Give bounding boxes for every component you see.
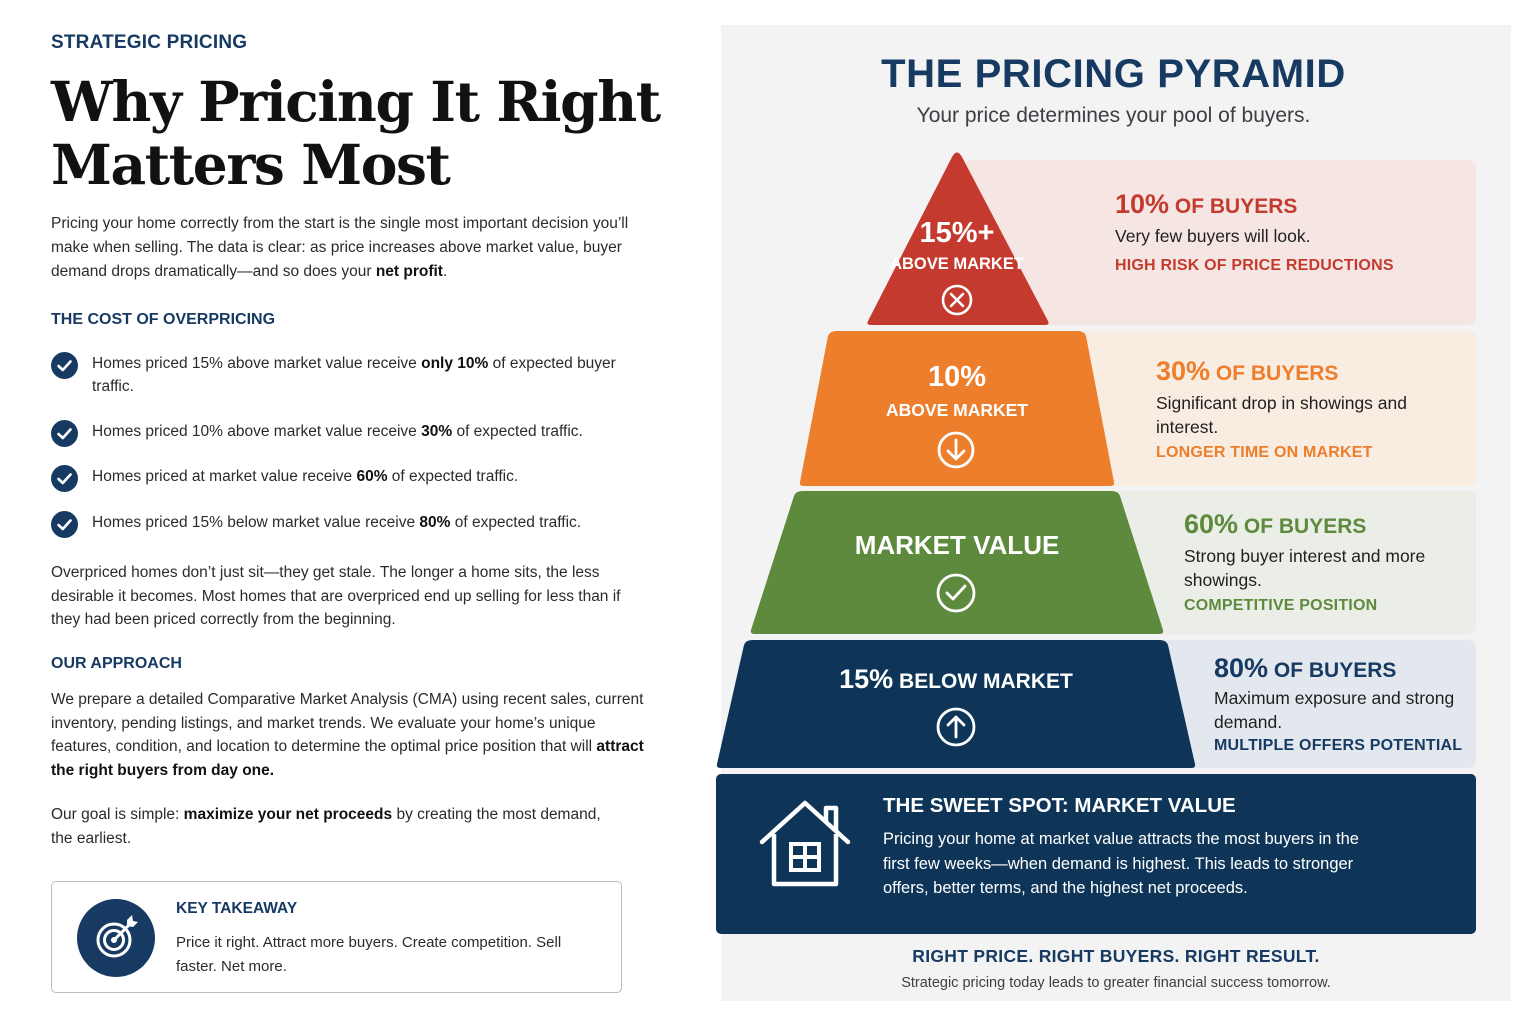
tier-2-label: 10% ABOVE MARKET xyxy=(857,360,1057,421)
tier-2-tag: LONGER TIME ON MARKET xyxy=(1156,444,1373,461)
tier-band-2 xyxy=(1040,331,1476,486)
check-text-part: of expected traffic. xyxy=(387,468,519,485)
check-text-part: Homes priced 15% below market value rece… xyxy=(92,514,420,531)
check-text-part: of expected traffic. xyxy=(450,514,582,531)
check-text-bold: only 10% xyxy=(421,355,489,372)
checkmark-icon xyxy=(51,420,78,447)
sweet-spot-text: Pricing your home at market value attrac… xyxy=(883,830,1359,897)
key-takeaway-box: KEY TAKEAWAY Price it right. Attract mor… xyxy=(51,881,622,993)
check-text: Homes priced 15% above market value rece… xyxy=(92,352,637,398)
check-text: Homes priced at market value receive 60%… xyxy=(92,465,637,488)
stale-paragraph: Overpriced homes don’t just sit—they get… xyxy=(51,564,621,628)
check-text-bold: 80% xyxy=(419,514,451,531)
check-text: Homes priced 10% above market value rece… xyxy=(92,420,637,443)
eyebrow-label: STRATEGIC PRICING xyxy=(51,32,248,53)
panel-title: THE PRICING PYRAMID xyxy=(881,52,1346,96)
tier-shape-1 xyxy=(867,152,1049,325)
intro-text: Pricing your home correctly from the sta… xyxy=(51,215,629,280)
tier-4-label-top: 15% xyxy=(839,664,894,694)
tier-2-percent: 30% OF BUYERS xyxy=(1156,356,1416,387)
check-circle-icon xyxy=(936,573,976,613)
sweet-spot-title: THE SWEET SPOT: MARKET VALUE xyxy=(883,794,1236,817)
intro-bold: net profit xyxy=(375,263,443,280)
tier-1-percent-value: 10% xyxy=(1115,189,1170,219)
goal-paragraph: Our goal is simple: maximize your net pr… xyxy=(51,803,611,850)
panel-subtitle: Your price determines your pool of buyer… xyxy=(916,104,1311,127)
arrow-down-circle-icon xyxy=(937,431,975,469)
arrow-up-circle-icon xyxy=(936,707,976,747)
tier-2-percent-suffix: OF BUYERS xyxy=(1210,362,1339,385)
check-text-part: Homes priced 10% above market value rece… xyxy=(92,423,422,440)
tier-2-desc: Significant drop in showings and interes… xyxy=(1156,393,1407,437)
check-text-part: Homes priced 15% above market value rece… xyxy=(92,355,422,372)
target-icon xyxy=(77,899,155,977)
approach-paragraph: We prepare a detailed Comparative Market… xyxy=(51,688,646,782)
check-text-bold: 60% xyxy=(356,468,388,485)
tier-4-tag: MULTIPLE OFFERS POTENTIAL xyxy=(1214,737,1463,754)
goal-text: Our goal is simple: xyxy=(51,806,184,823)
checkmark-icon xyxy=(51,465,78,492)
check-text-part: of expected buyer traffic. xyxy=(92,355,616,395)
tier-4-info: 80% OF BUYERS Maximum exposure and stron… xyxy=(1214,653,1469,755)
tier-1-info: 10% OF BUYERS Very few buyers will look.… xyxy=(1115,189,1465,275)
page-title-line-1: Why Pricing It Right xyxy=(51,69,661,134)
check-text-part: Homes priced at market value receive xyxy=(92,468,357,485)
tier-3-percent: 60% OF BUYERS xyxy=(1184,509,1434,540)
goal-bold: maximize your net proceeds xyxy=(183,806,393,823)
intro-end: . xyxy=(442,263,448,280)
tier-3-percent-suffix: OF BUYERS xyxy=(1238,515,1367,538)
check-text: Homes priced 15% below market value rece… xyxy=(92,511,637,534)
x-circle-icon xyxy=(941,284,973,316)
tier-1-percent: 10% OF BUYERS xyxy=(1115,189,1465,220)
tier-3-desc: Strong buyer interest and more showings. xyxy=(1184,546,1426,590)
tier-shape-4 xyxy=(716,640,1196,768)
tier-1-label: 15%+ ABOVE MARKET xyxy=(877,216,1037,274)
tier-band-1 xyxy=(965,160,1476,325)
tier-2-percent-value: 30% xyxy=(1156,356,1211,386)
takeaway-text: Price it right. Attract more buyers. Cre… xyxy=(176,934,562,975)
tier-4-percent-suffix: OF BUYERS xyxy=(1268,659,1397,682)
footer-subtitle: Strategic pricing today leads to greater… xyxy=(901,975,1331,991)
tier-2-label-bottom: ABOVE MARKET xyxy=(886,400,1028,420)
tier-4-percent: 80% OF BUYERS xyxy=(1214,653,1469,684)
tier-1-percent-suffix: OF BUYERS xyxy=(1169,195,1298,218)
tier-4-label: 15% BELOW MARKET xyxy=(806,664,1106,695)
approach-bold: attract the right buyers from day one. xyxy=(51,738,644,779)
goal-text-end: by creating the most demand, the earlies… xyxy=(51,806,601,847)
tier-3-tag: COMPETITIVE POSITION xyxy=(1184,597,1378,614)
cost-heading: THE COST OF OVERPRICING xyxy=(51,311,276,328)
approach-heading: OUR APPROACH xyxy=(51,655,182,672)
tier-2-info: 30% OF BUYERS Significant drop in showin… xyxy=(1156,356,1416,462)
check-text-part: of expected traffic. xyxy=(452,423,583,440)
check-text-bold: 30% xyxy=(421,423,453,440)
tier-4-percent-value: 80% xyxy=(1214,653,1269,683)
tier-4-label-bottom: BELOW MARKET xyxy=(893,670,1073,693)
tier-1-desc: Very few buyers will look. xyxy=(1115,226,1311,246)
tier-3-label: MARKET VALUE xyxy=(854,530,1060,560)
tier-4-desc: Maximum exposure and strong demand. xyxy=(1214,688,1455,732)
takeaway-title: KEY TAKEAWAY xyxy=(176,900,298,917)
tier-1-label-bottom: ABOVE MARKET xyxy=(890,255,1024,273)
sweet-spot-box: THE SWEET SPOT: MARKET VALUE Pricing you… xyxy=(716,774,1476,934)
tier-shape-3 xyxy=(750,491,1164,634)
tier-3-info: 60% OF BUYERS Strong buyer interest and … xyxy=(1184,509,1434,615)
tier-1-label-top: 15%+ xyxy=(919,217,995,249)
tier-shape-2 xyxy=(799,331,1115,486)
checkmark-icon xyxy=(51,352,78,379)
approach-text: We prepare a detailed Comparative Market… xyxy=(51,691,644,755)
tier-3-percent-value: 60% xyxy=(1184,509,1239,539)
tier-band-3 xyxy=(1110,491,1476,634)
checkmark-icon xyxy=(51,511,78,538)
footer-tagline: RIGHT PRICE. RIGHT BUYERS. RIGHT RESULT. xyxy=(912,946,1320,966)
tier-1-tag: HIGH RISK OF PRICE REDUCTIONS xyxy=(1115,257,1394,274)
tier-2-label-top: 10% xyxy=(927,361,987,393)
tier-band-4 xyxy=(1160,640,1476,768)
page-title-line-2: Matters Most xyxy=(51,132,451,197)
house-icon xyxy=(759,800,851,887)
intro-paragraph: Pricing your home correctly from the sta… xyxy=(51,212,641,284)
page-title: Why Pricing It Right Matters Most xyxy=(51,69,661,197)
